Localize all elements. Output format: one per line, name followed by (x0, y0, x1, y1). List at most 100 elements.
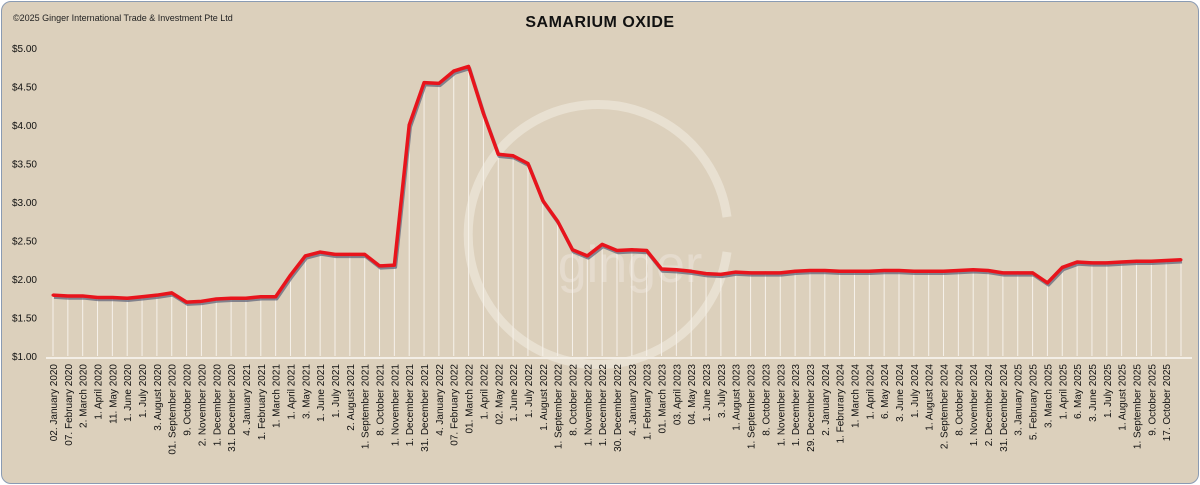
x-tick-label: 1. June 2023 (702, 364, 713, 422)
x-tick-label: 3. August 2020 (153, 364, 164, 431)
x-tick-label: 4. January 2021 (242, 364, 253, 436)
x-tick-label: 1. November 2023 (776, 364, 787, 447)
data-point (719, 272, 723, 276)
y-tick-label: $5.00 (12, 44, 37, 55)
data-point (630, 248, 634, 252)
data-point (674, 268, 678, 272)
data-point (541, 198, 545, 202)
data-point (452, 69, 456, 73)
data-point (971, 268, 975, 272)
x-tick-label: 8. October 2023 (761, 364, 772, 436)
data-point (793, 269, 797, 273)
data-point (897, 269, 901, 273)
x-tick-label: 1. December 2022 (598, 364, 609, 447)
data-point (749, 271, 753, 275)
x-tick-label: 04. May 2023 (687, 364, 698, 425)
data-point (348, 252, 352, 256)
x-tick-label: 1. September 2025 (1132, 364, 1143, 449)
data-point (185, 300, 189, 304)
x-tick-label: 1. July 2021 (331, 364, 342, 418)
data-point (1164, 259, 1168, 263)
data-point (511, 154, 515, 158)
data-point (274, 295, 278, 299)
x-tick-label: 31. December 2020 (227, 364, 238, 452)
y-tick-label: $2.00 (12, 275, 37, 286)
copyright-notice: ©2025 Ginger International Trade & Inves… (13, 13, 233, 23)
data-point (927, 269, 931, 273)
x-tick-label: 29. December 2023 (806, 364, 817, 452)
x-tick-label: 1. February 2021 (257, 364, 268, 441)
x-tick-label: 1. September 2021 (361, 364, 372, 449)
data-point (170, 291, 174, 295)
x-tick-label: 4. January 2023 (628, 364, 639, 436)
data-point (956, 269, 960, 273)
x-tick-label: 9. October 2025 (1147, 364, 1158, 436)
x-tick-label: 1. March 2021 (272, 364, 283, 428)
x-tick-label: 02. May 2022 (494, 364, 505, 425)
x-tick-label: 1. March 2024 (850, 364, 861, 428)
x-tick-label: 11. May 2020 (108, 364, 119, 424)
data-point (689, 269, 693, 273)
data-point (645, 249, 649, 253)
data-point (585, 254, 589, 258)
x-tick-label: 9. October 2020 (183, 364, 194, 436)
x-tick-label: 2. December 2024 (984, 364, 995, 447)
x-tick-label: 2. November 2020 (197, 364, 208, 447)
x-tick-label: 07. February 2022 (450, 364, 461, 446)
data-point (467, 64, 471, 68)
data-point (51, 293, 55, 297)
x-tick-label: 3. January 2025 (1014, 364, 1025, 436)
y-tick-label: $3.50 (12, 160, 37, 171)
data-point (229, 296, 233, 300)
data-point (1149, 259, 1153, 263)
x-tick-label: 1. June 2021 (316, 364, 327, 422)
data-point (1179, 258, 1183, 262)
x-tick-label: 1. February 2023 (643, 364, 654, 441)
y-tick-label: $2.50 (12, 237, 37, 248)
x-tick-label: 1. April 2022 (479, 364, 490, 420)
data-point (570, 248, 574, 252)
x-tick-label: 8. October 2022 (568, 364, 579, 436)
data-point (378, 264, 382, 268)
data-point (496, 152, 500, 156)
x-tick-label: 1. April 2024 (865, 364, 876, 420)
x-tick-label: 1. August 2022 (539, 364, 550, 431)
x-tick-label: 1. September 2022 (554, 364, 565, 449)
x-tick-label: 31. December 2024 (999, 364, 1010, 452)
x-tick-label: 07. February 2020 (64, 364, 75, 446)
data-point (1060, 265, 1064, 269)
data-point (1120, 260, 1124, 264)
data-point (199, 299, 203, 303)
data-point (882, 269, 886, 273)
x-tick-label: 17. October 2025 (1162, 364, 1173, 442)
x-tick-label: 3. May 2021 (301, 364, 312, 419)
x-tick-label: 1. November 2022 (583, 364, 594, 447)
data-point (481, 111, 485, 115)
x-tick-label: 2. March 2020 (79, 364, 90, 428)
data-point (259, 295, 263, 299)
x-tick-label: 01. March 2023 (658, 364, 669, 434)
data-point (808, 269, 812, 273)
x-tick-label: 1. November 2024 (969, 364, 980, 447)
x-tick-label: 6. May 2025 (1073, 364, 1084, 419)
x-tick-label: 3. March 2025 (1043, 364, 1054, 428)
x-tick-label: 8. October 2024 (954, 364, 965, 436)
data-point (125, 296, 129, 300)
data-point (1001, 271, 1005, 275)
x-tick-label: 1. December 2020 (212, 364, 223, 447)
x-tick-label: 1. July 2024 (910, 364, 921, 418)
x-tick-label: 8. October 2021 (376, 364, 387, 436)
data-point (615, 249, 619, 253)
watermark-ring (463, 100, 732, 369)
y-tick-label: $4.50 (12, 83, 37, 94)
data-point (763, 271, 767, 275)
data-point (110, 295, 114, 299)
x-tick-label: 1. July 2020 (138, 364, 149, 418)
data-point (363, 252, 367, 256)
x-tick-label: 01. March 2022 (465, 364, 476, 434)
x-tick-label: 1. August 2023 (732, 364, 743, 431)
x-tick-label: 1. December 2023 (791, 364, 802, 447)
x-tick-label: 1. November 2021 (390, 364, 401, 447)
data-point (214, 297, 218, 301)
